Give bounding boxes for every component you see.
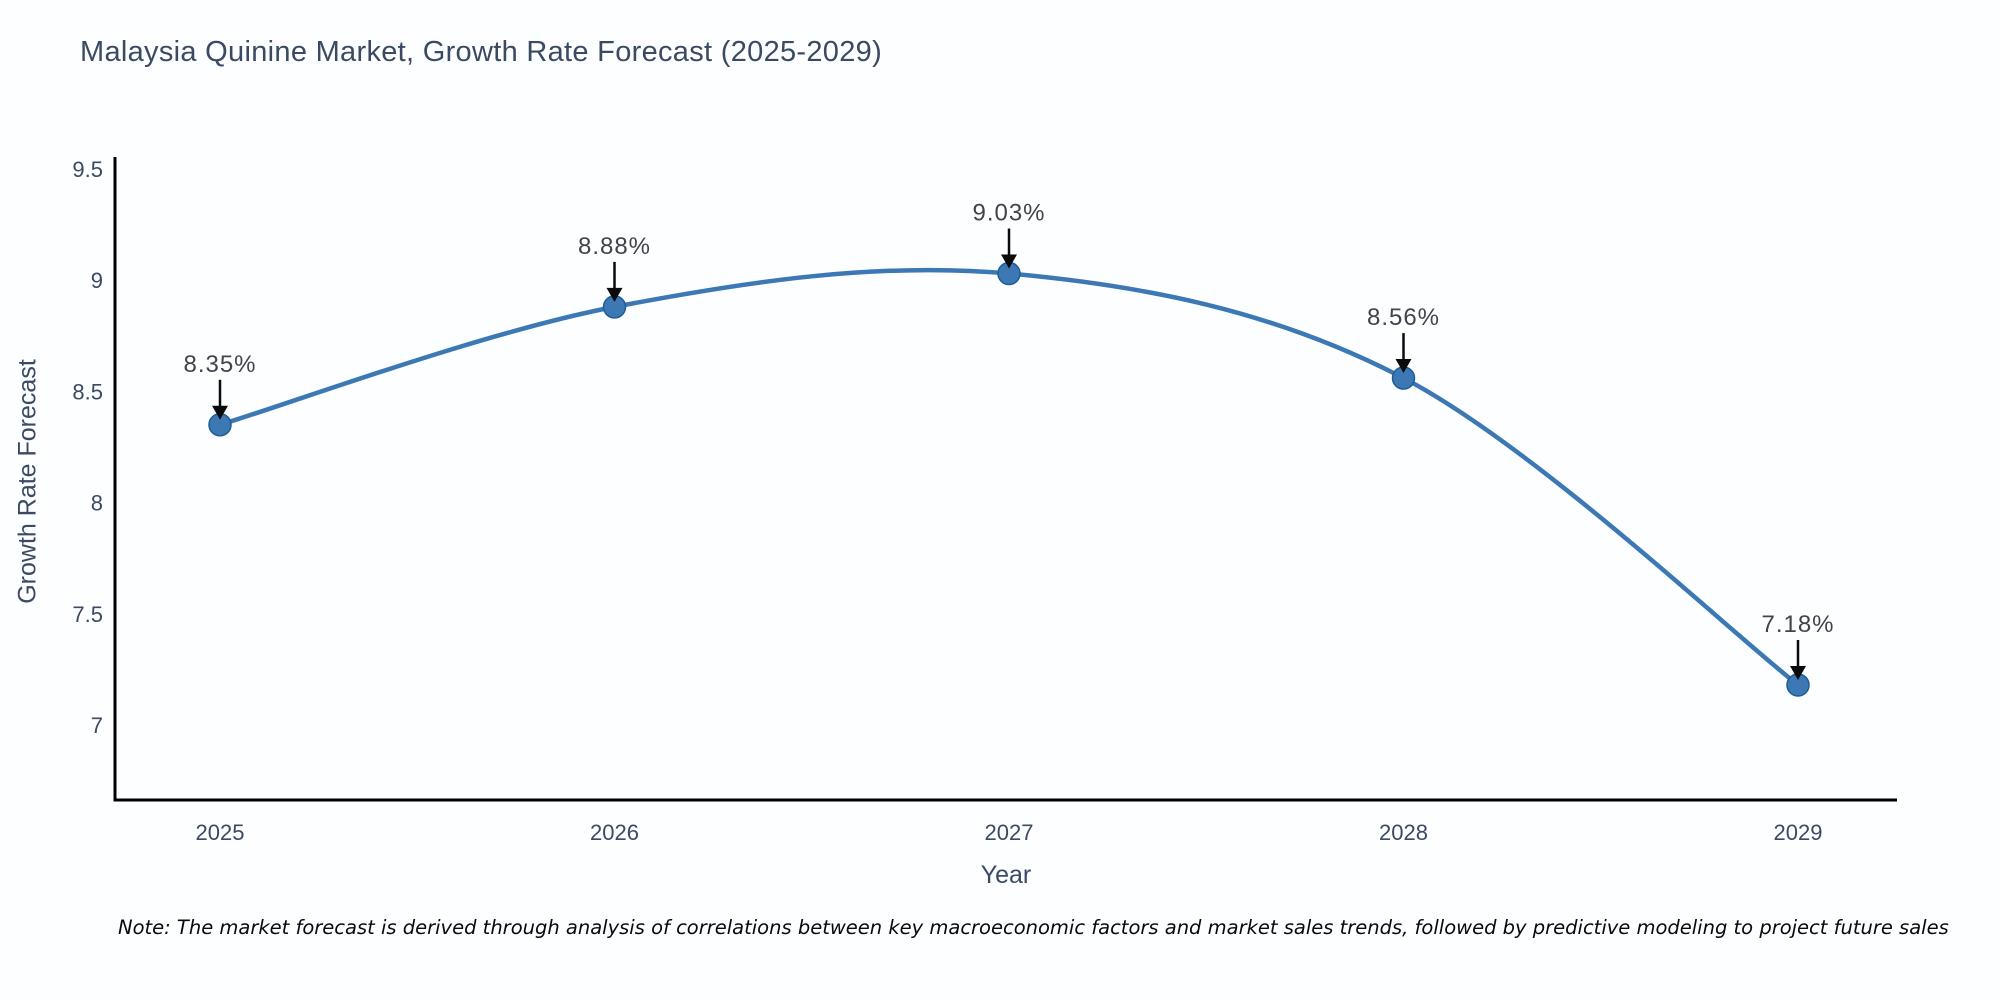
y-tick-label: 7.5 xyxy=(72,602,103,627)
x-tick-label: 2025 xyxy=(196,820,245,845)
annotation-label: 7.18% xyxy=(1761,611,1834,638)
y-tick-label: 8.5 xyxy=(72,379,103,404)
annotation-arrowhead xyxy=(606,287,623,302)
annotation-label: 8.56% xyxy=(1367,304,1440,331)
x-axis-title: Year xyxy=(980,861,1032,889)
footnote: Note: The market forecast is derived thr… xyxy=(118,916,1949,939)
annotation-arrowhead xyxy=(1395,359,1412,374)
x-tick-label: 2026 xyxy=(590,820,639,845)
y-axis-title: Growth Rate Forecast xyxy=(13,359,42,604)
annotation-arrowhead xyxy=(212,405,228,420)
y-tick-label: 9 xyxy=(91,268,103,293)
annotation-label: 8.88% xyxy=(578,233,651,260)
chart-title: Malaysia Quinine Market, Growth Rate For… xyxy=(80,36,883,68)
y-tick-label: 8 xyxy=(91,491,103,516)
series-line xyxy=(219,267,1800,687)
annotation-arrowhead xyxy=(1790,665,1806,680)
y-tick-label: 7 xyxy=(91,713,103,738)
annotation-arrowhead xyxy=(1001,254,1017,269)
y-tick-label: 9.5 xyxy=(72,157,103,182)
x-tick-label: 2027 xyxy=(985,820,1034,845)
x-tick-label: 2029 xyxy=(1774,820,1823,845)
x-tick-label: 2028 xyxy=(1379,820,1428,845)
annotation-label: 8.35% xyxy=(183,351,256,378)
annotation-label: 9.03% xyxy=(972,200,1045,227)
